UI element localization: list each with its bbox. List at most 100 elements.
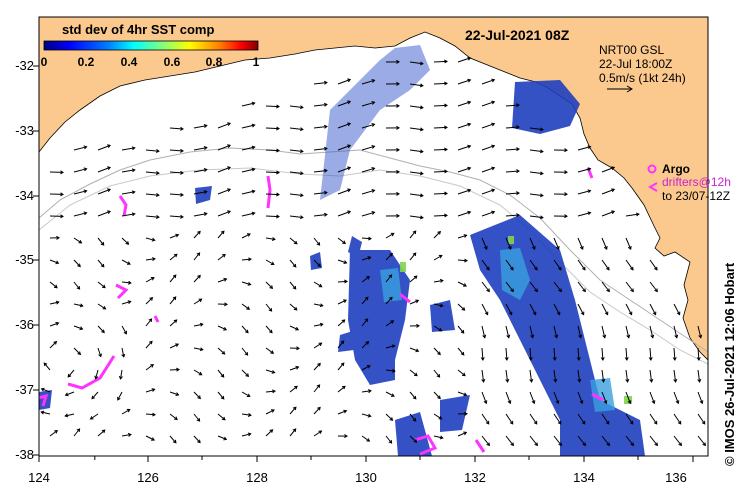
current-vector — [218, 231, 224, 238]
colorbar-tick: 1 — [241, 55, 271, 69]
current-vector — [338, 363, 344, 370]
current-vector — [458, 304, 465, 310]
current-vector — [194, 276, 200, 283]
current-vector — [482, 304, 488, 315]
current-vector — [266, 326, 272, 333]
current-vector — [626, 304, 632, 315]
current-vector — [218, 370, 224, 377]
current-vector — [266, 216, 279, 217]
current-vector — [482, 414, 489, 424]
y-tick-label: -34 — [2, 188, 34, 203]
y-tick-label: -37 — [2, 382, 34, 397]
current-vector — [434, 171, 447, 172]
current-vector — [266, 150, 279, 151]
current-vector — [266, 304, 272, 311]
current-vector — [98, 189, 110, 194]
current-vector — [146, 341, 152, 348]
current-vector — [194, 392, 200, 399]
current-vector — [98, 430, 105, 436]
current-vector — [578, 304, 584, 315]
current-vector — [698, 414, 705, 424]
current-vector — [98, 282, 105, 288]
current-vector — [434, 392, 440, 399]
timestamp: 22-Jul-2021 08Z — [465, 27, 569, 43]
current-vector — [98, 145, 110, 150]
current-vector — [458, 348, 464, 355]
current-vector — [218, 348, 225, 354]
current-vector — [146, 319, 152, 326]
current-vector — [650, 414, 657, 424]
current-vector — [386, 436, 392, 443]
argo-label: Argo — [662, 162, 690, 176]
current-vector — [290, 407, 296, 414]
current-vector — [266, 282, 272, 288]
current-vector — [170, 320, 177, 326]
current-vector — [194, 436, 200, 443]
chart-title: std dev of 4hr SST comp — [62, 22, 214, 37]
current-vector — [242, 348, 248, 355]
current-vector — [626, 260, 633, 270]
current-vector — [434, 370, 440, 377]
current-vector — [410, 276, 417, 282]
current-vector — [170, 297, 176, 304]
current-vector — [194, 231, 200, 238]
sst-std-dev-patches — [39, 45, 645, 456]
current-vector — [98, 326, 104, 333]
current-vector — [44, 363, 50, 370]
current-vector — [218, 414, 225, 420]
current-source: NRT00 GSL — [599, 43, 664, 57]
current-vector — [602, 304, 608, 315]
current-vector — [314, 238, 320, 245]
current-vector — [674, 436, 681, 445]
current-vector — [410, 392, 416, 399]
x-tick-label: 132 — [455, 470, 495, 485]
current-vector — [266, 194, 279, 195]
current-vector — [170, 275, 176, 282]
colorbar — [44, 41, 258, 50]
x-tick-label: 134 — [564, 470, 604, 485]
current-vector — [602, 260, 609, 270]
y-tick-label: -38 — [2, 447, 34, 462]
current-vector — [266, 430, 273, 436]
x-tick-label: 130 — [346, 470, 386, 485]
current-vector — [314, 385, 320, 392]
current-vector — [410, 253, 416, 260]
current-vector — [170, 436, 176, 443]
current-vector — [434, 149, 447, 150]
y-tick-label: -35 — [2, 252, 34, 267]
current-vector — [674, 304, 680, 315]
drifters-label: drifters@12h — [662, 175, 731, 189]
current-vector — [266, 172, 279, 173]
current-vector — [290, 238, 297, 244]
x-tick-label: 124 — [19, 470, 59, 485]
current-vector — [338, 386, 345, 392]
current-vector — [434, 348, 440, 355]
current-vector — [242, 326, 248, 333]
y-tick-label: -32 — [2, 58, 34, 73]
x-tick-label: 126 — [128, 470, 168, 485]
current-vector — [530, 414, 537, 424]
current-vector — [434, 127, 447, 128]
current-vector — [650, 260, 657, 270]
current-vector — [626, 282, 633, 292]
current-vector — [122, 238, 129, 244]
current-vector — [338, 320, 345, 326]
current-vector — [74, 429, 80, 436]
x-tick-label: 136 — [656, 470, 696, 485]
current-vector — [194, 414, 200, 421]
current-vector — [482, 436, 489, 445]
imos-credit: © IMOS 26-Jul-2021 12:06 Hobart — [722, 263, 737, 466]
current-vector — [698, 436, 705, 445]
y-tick-label: -36 — [2, 317, 34, 332]
current-vector — [50, 342, 56, 348]
current-vector — [410, 231, 416, 238]
current-vector — [98, 167, 110, 172]
current-vector — [458, 326, 464, 333]
current-vector — [434, 105, 447, 106]
current-vector — [434, 83, 447, 84]
current-vector — [314, 407, 320, 414]
current-vector — [98, 260, 104, 267]
current-vector — [386, 414, 393, 420]
current-vector — [650, 436, 657, 445]
colorbar-tick: 0.4 — [114, 55, 144, 69]
